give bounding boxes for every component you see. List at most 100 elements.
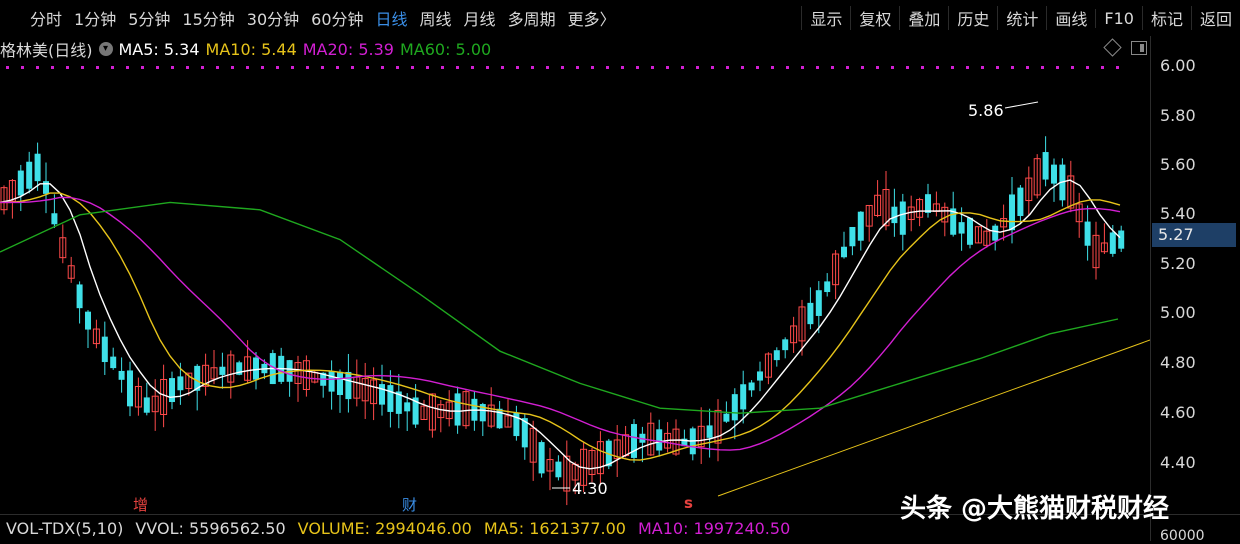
high-annotation: 5.86: [968, 101, 1004, 120]
vol-indicator-name[interactable]: VOL-TDX(5,10): [6, 518, 124, 538]
marker-dot: [51, 66, 54, 69]
marker-dot: [381, 66, 384, 69]
candle-body: [925, 194, 931, 213]
ma5-line: [0, 179, 1121, 470]
candle-body: [824, 281, 831, 293]
marker-dot: [696, 66, 699, 69]
marker-dot: [396, 66, 399, 69]
candle-body: [151, 395, 159, 413]
candle-body: [496, 408, 503, 429]
candle-body: [773, 350, 780, 361]
stats-button[interactable]: 统计: [997, 6, 1046, 30]
candle-body: [127, 370, 133, 407]
tab-intraday[interactable]: 分时: [30, 10, 63, 29]
axis-divider: [1150, 36, 1151, 541]
candlestick-chart[interactable]: [0, 36, 1150, 514]
overlay-button[interactable]: 叠加: [899, 6, 948, 30]
settings-circle-icon[interactable]: ▾: [98, 42, 113, 56]
marker-dot: [1056, 66, 1059, 69]
tab-60min[interactable]: 60分钟: [311, 10, 364, 29]
candle-body: [428, 393, 436, 431]
marker-dot: [951, 66, 954, 69]
marker-dot: [141, 66, 144, 69]
cai-marker[interactable]: 财: [402, 496, 418, 514]
candle-body: [706, 425, 713, 438]
marker-dot: [201, 66, 204, 69]
window-icon[interactable]: [1131, 41, 1147, 55]
ma10-line: [0, 192, 1121, 461]
candle-body: [899, 201, 906, 235]
marker-dot: [186, 66, 189, 69]
candle-body: [1009, 194, 1015, 231]
marker-dot: [726, 66, 729, 69]
candle-body: [337, 371, 343, 396]
marker-dot: [111, 66, 114, 69]
s-marker[interactable]: s: [684, 494, 693, 512]
marker-dot: [756, 66, 759, 69]
candle-body: [143, 397, 150, 413]
marker-dot: [411, 66, 414, 69]
marker-dot: [891, 66, 894, 69]
candle-body: [723, 413, 730, 422]
display-button[interactable]: 显示: [801, 6, 850, 30]
marker-dot: [906, 66, 909, 69]
history-button[interactable]: 历史: [948, 6, 997, 30]
candle-body: [563, 455, 571, 492]
marker-dot: [876, 66, 879, 69]
candle-body: [967, 217, 973, 245]
candle-body: [219, 366, 226, 375]
tab-monthly[interactable]: 月线: [463, 10, 496, 29]
marker-dot: [1026, 66, 1029, 69]
marker-dot: [216, 66, 219, 69]
marker-dot: [591, 66, 594, 69]
marker-dot: [156, 66, 159, 69]
candle-body: [504, 415, 512, 428]
marker-dot: [621, 66, 624, 69]
tab-5min[interactable]: 5分钟: [128, 10, 171, 29]
candle-body: [236, 362, 243, 375]
current-price-tag: 5.27: [1152, 223, 1236, 247]
marker-dot: [231, 66, 234, 69]
marker-dot: [1086, 66, 1089, 69]
adjust-button[interactable]: 复权: [850, 6, 899, 30]
candle-body: [1075, 203, 1083, 223]
marker-dot: [546, 66, 549, 69]
tab-15min[interactable]: 15分钟: [182, 10, 235, 29]
tab-more[interactable]: 更多〉: [567, 10, 616, 29]
candle-body: [302, 360, 310, 390]
tab-multi-period[interactable]: 多周期: [507, 10, 556, 29]
marker-dot: [21, 66, 24, 69]
candle-body: [194, 365, 201, 391]
back-button[interactable]: 返回: [1190, 6, 1240, 30]
candle-body: [1109, 232, 1116, 254]
watermark: 头条 @大熊猫财税财经: [900, 494, 1170, 524]
candle-body: [118, 370, 125, 380]
tab-daily[interactable]: 日线: [375, 10, 408, 29]
candle-body: [555, 461, 562, 478]
candle-body: [992, 225, 999, 241]
tab-30min[interactable]: 30分钟: [246, 10, 300, 29]
candle-body: [757, 371, 763, 381]
mark-button[interactable]: 标记: [1141, 6, 1191, 30]
vol-ma5-label: MA5: 1621377.00: [483, 518, 626, 538]
candle-body: [521, 418, 528, 448]
candle-body: [1033, 158, 1041, 196]
candle-body: [865, 204, 873, 227]
marker-dot: [456, 66, 459, 69]
y-tick-460: 4.60: [1160, 403, 1196, 422]
candle-body: [253, 357, 259, 380]
f10-button[interactable]: F10: [1095, 8, 1142, 28]
candle-body: [613, 439, 621, 460]
ma60-line: [0, 201, 1119, 414]
draw-line-button[interactable]: 画线: [1046, 6, 1095, 30]
candle-body: [538, 442, 545, 474]
zeng-marker[interactable]: 增: [133, 496, 149, 514]
marker-dot: [351, 66, 354, 69]
tab-1min[interactable]: 1分钟: [74, 10, 117, 29]
candle-body: [110, 356, 117, 369]
candle-body: [764, 353, 772, 378]
marker-dot: [6, 66, 9, 69]
marker-dot: [921, 66, 924, 69]
tab-weekly[interactable]: 周线: [419, 10, 452, 29]
candle-body: [1042, 152, 1049, 180]
